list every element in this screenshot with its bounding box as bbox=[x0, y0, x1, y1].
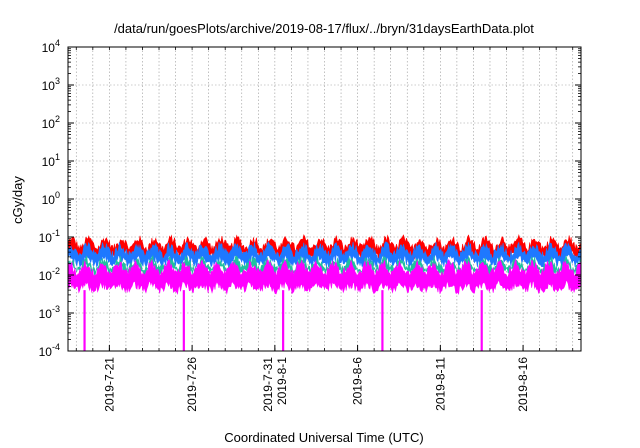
y-tick-base: 10 bbox=[42, 117, 56, 131]
y-tick-base: 10 bbox=[42, 155, 56, 169]
y-tick-label: 10-1 bbox=[39, 228, 60, 245]
y-tick-exponent: -2 bbox=[52, 266, 60, 276]
y-tick-exponent: -3 bbox=[52, 304, 60, 314]
y-tick-base: 10 bbox=[39, 231, 53, 245]
x-axis: 2019-7-21 2019-7-26 2019-7-31 2019-8-1 2019-… bbox=[75, 47, 574, 412]
y-tick-label: 102 bbox=[42, 114, 60, 131]
x-tick-label: 2019-8-6 bbox=[351, 357, 365, 405]
x-tick-label: 2019-7-21 bbox=[102, 357, 116, 412]
y-tick-exponent: -1 bbox=[52, 228, 60, 238]
y-tick-base: 10 bbox=[39, 269, 53, 283]
y-tick-label: 10-3 bbox=[39, 304, 60, 321]
x-tick-label: 2019-7-26 bbox=[185, 357, 199, 412]
y-tick-exponent: 0 bbox=[55, 190, 60, 200]
chart-title: /data/run/goesPlots/archive/2019-08-17/f… bbox=[114, 21, 534, 36]
x-tick-label: 2019-8-11 bbox=[433, 357, 447, 411]
y-tick-label: 100 bbox=[42, 190, 60, 207]
y-tick-label: 103 bbox=[42, 76, 60, 93]
y-tick-label: 101 bbox=[42, 152, 60, 169]
y-tick-exponent: 2 bbox=[55, 114, 60, 124]
y-axis-label: cGy/day bbox=[10, 176, 25, 224]
x-tick-label: 2019-7-31 bbox=[261, 357, 275, 412]
y-tick-label: 104 bbox=[42, 38, 60, 55]
y-tick-label: 10-4 bbox=[39, 342, 60, 359]
y-tick-base: 10 bbox=[39, 345, 53, 359]
data-series bbox=[67, 233, 582, 351]
y-tick-base: 10 bbox=[42, 79, 56, 93]
y-tick-base: 10 bbox=[39, 307, 53, 321]
y-tick-exponent: 1 bbox=[55, 152, 60, 162]
grid bbox=[68, 47, 581, 351]
y-tick-label: 10-2 bbox=[39, 266, 60, 283]
y-tick-exponent: -4 bbox=[52, 342, 60, 352]
x-tick-label: 2019-8-1 bbox=[275, 357, 289, 405]
y-tick-base: 10 bbox=[42, 41, 56, 55]
y-tick-base: 10 bbox=[42, 193, 56, 207]
y-tick-exponent: 3 bbox=[55, 76, 60, 86]
y-tick-exponent: 4 bbox=[55, 38, 60, 48]
x-axis-label: Coordinated Universal Time (UTC) bbox=[224, 430, 423, 445]
x-tick-label: 2019-8-16 bbox=[516, 357, 530, 412]
